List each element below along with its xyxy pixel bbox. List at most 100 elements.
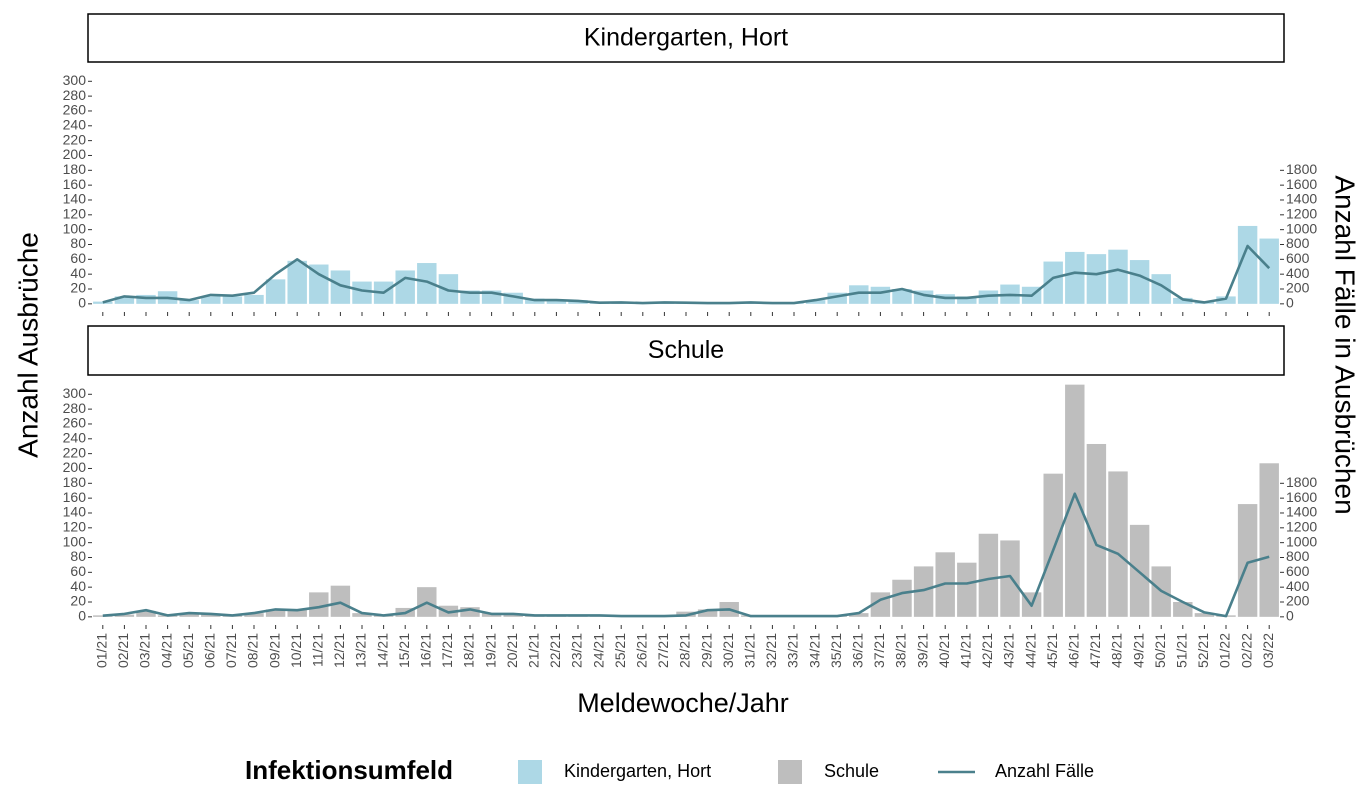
y-tick-label: 300 <box>63 72 87 88</box>
y-tick-label: 40 <box>70 578 86 594</box>
x-tick-label: 40/21 <box>936 633 952 668</box>
x-tick-label: 14/21 <box>374 633 390 668</box>
x-tick-label: 51/21 <box>1174 633 1190 668</box>
facet-title: Kindergarten, Hort <box>584 24 788 52</box>
y-tick-label: 100 <box>63 533 87 549</box>
x-tick-label: 08/21 <box>245 633 261 668</box>
y-tick-label: 200 <box>63 146 87 162</box>
y2-tick-label: 0 <box>1286 295 1294 311</box>
bar <box>352 613 372 617</box>
y-tick-label: 140 <box>63 191 87 207</box>
y2-tick-label: 800 <box>1286 235 1310 251</box>
y-tick-label: 0 <box>78 608 86 624</box>
y-tick-label: 80 <box>70 548 86 564</box>
bar <box>93 301 113 304</box>
y-tick-label: 120 <box>63 206 87 222</box>
bar <box>1237 225 1258 304</box>
bar <box>870 286 891 304</box>
y2-tick-label: 1000 <box>1286 220 1317 236</box>
x-tick-label: 02/22 <box>1238 633 1254 668</box>
bar <box>352 281 372 304</box>
facet-strip <box>87 325 1285 376</box>
y-tick-label: 180 <box>63 161 87 177</box>
x-tick-label: 38/21 <box>893 633 909 668</box>
x-tick-label: 05/21 <box>180 633 196 668</box>
y-tick-label: 240 <box>63 117 87 133</box>
x-tick-label: 44/21 <box>1022 633 1038 668</box>
bar <box>1086 254 1107 304</box>
x-tick-label: 10/21 <box>288 633 304 668</box>
y-tick-label: 120 <box>63 519 87 535</box>
y2-tick-label: 400 <box>1286 265 1310 281</box>
y-tick-label: 80 <box>70 235 86 251</box>
bar <box>287 609 307 617</box>
x-tick-label: 41/21 <box>958 633 974 668</box>
bar <box>503 292 523 304</box>
y-tick-label: 20 <box>70 280 86 296</box>
bar <box>417 263 437 304</box>
x-tick-label: 13/21 <box>353 633 369 668</box>
legend-label: Schule <box>824 761 879 781</box>
x-tick-label: 33/21 <box>785 633 801 668</box>
x-tick-label: 27/21 <box>655 633 671 668</box>
legend-title: Infektionsumfeld <box>245 755 453 785</box>
x-tick-label: 29/21 <box>698 633 714 668</box>
bar <box>849 613 869 617</box>
y-tick-label: 160 <box>63 489 87 505</box>
y2-tick-label: 1200 <box>1286 206 1317 222</box>
bar <box>1086 443 1107 617</box>
bar <box>1173 297 1193 304</box>
x-tick-label: 32/21 <box>763 633 779 668</box>
bar <box>957 296 977 304</box>
y-tick-label: 280 <box>63 87 87 103</box>
x-tick-label: 11/21 <box>310 633 326 667</box>
bar <box>1043 473 1063 617</box>
x-tick-label: 06/21 <box>202 633 218 668</box>
legend-swatch <box>518 760 542 784</box>
x-tick-label: 26/21 <box>634 633 650 668</box>
x-tick-label: 49/21 <box>1130 633 1146 668</box>
x-tick-label: 24/21 <box>590 633 606 668</box>
y2-tick-label: 1800 <box>1286 161 1317 177</box>
bar <box>265 609 286 617</box>
x-tick-label: 01/22 <box>1217 633 1233 668</box>
bar <box>1065 251 1085 304</box>
y-tick-label: 20 <box>70 593 86 609</box>
x-tick-label: 25/21 <box>612 633 628 668</box>
y2-axis-title: Anzahl Fälle in Ausbrüchen <box>1330 175 1361 514</box>
x-tick-label: 47/21 <box>1087 633 1103 668</box>
y-tick-label: 220 <box>63 444 87 460</box>
bar <box>805 300 826 304</box>
bar <box>1151 274 1171 304</box>
x-tick-label: 19/21 <box>482 633 498 668</box>
x-tick-label: 22/21 <box>547 633 563 668</box>
bar <box>309 264 329 304</box>
bar <box>503 613 523 617</box>
x-tick-label: 18/21 <box>461 633 477 668</box>
x-axis-title: Meldewoche/Jahr <box>577 688 789 718</box>
y2-tick-label: 0 <box>1286 608 1294 624</box>
x-tick-label: 12/21 <box>331 633 347 668</box>
x-tick-label: 02/21 <box>115 633 131 668</box>
y2-tick-label: 1600 <box>1286 489 1317 505</box>
bar <box>287 260 307 304</box>
x-tick-label: 03/22 <box>1260 633 1276 668</box>
bar <box>697 609 718 617</box>
y2-tick-label: 1200 <box>1286 519 1317 535</box>
x-tick-label: 36/21 <box>850 633 866 668</box>
x-tick-label: 39/21 <box>914 633 930 668</box>
x-tick-label: 28/21 <box>677 633 693 668</box>
bar <box>114 614 135 617</box>
x-tick-label: 16/21 <box>418 633 434 668</box>
bar <box>395 270 415 304</box>
x-tick-label: 45/21 <box>1044 633 1060 668</box>
x-tick-label: 23/21 <box>569 633 585 668</box>
y-tick-label: 100 <box>63 220 87 236</box>
y2-tick-label: 1000 <box>1286 533 1317 549</box>
x-tick-label: 46/21 <box>1066 633 1082 668</box>
bar <box>1000 540 1020 617</box>
x-tick-label: 09/21 <box>266 633 282 668</box>
y-tick-label: 60 <box>70 250 86 266</box>
bar <box>827 292 847 304</box>
